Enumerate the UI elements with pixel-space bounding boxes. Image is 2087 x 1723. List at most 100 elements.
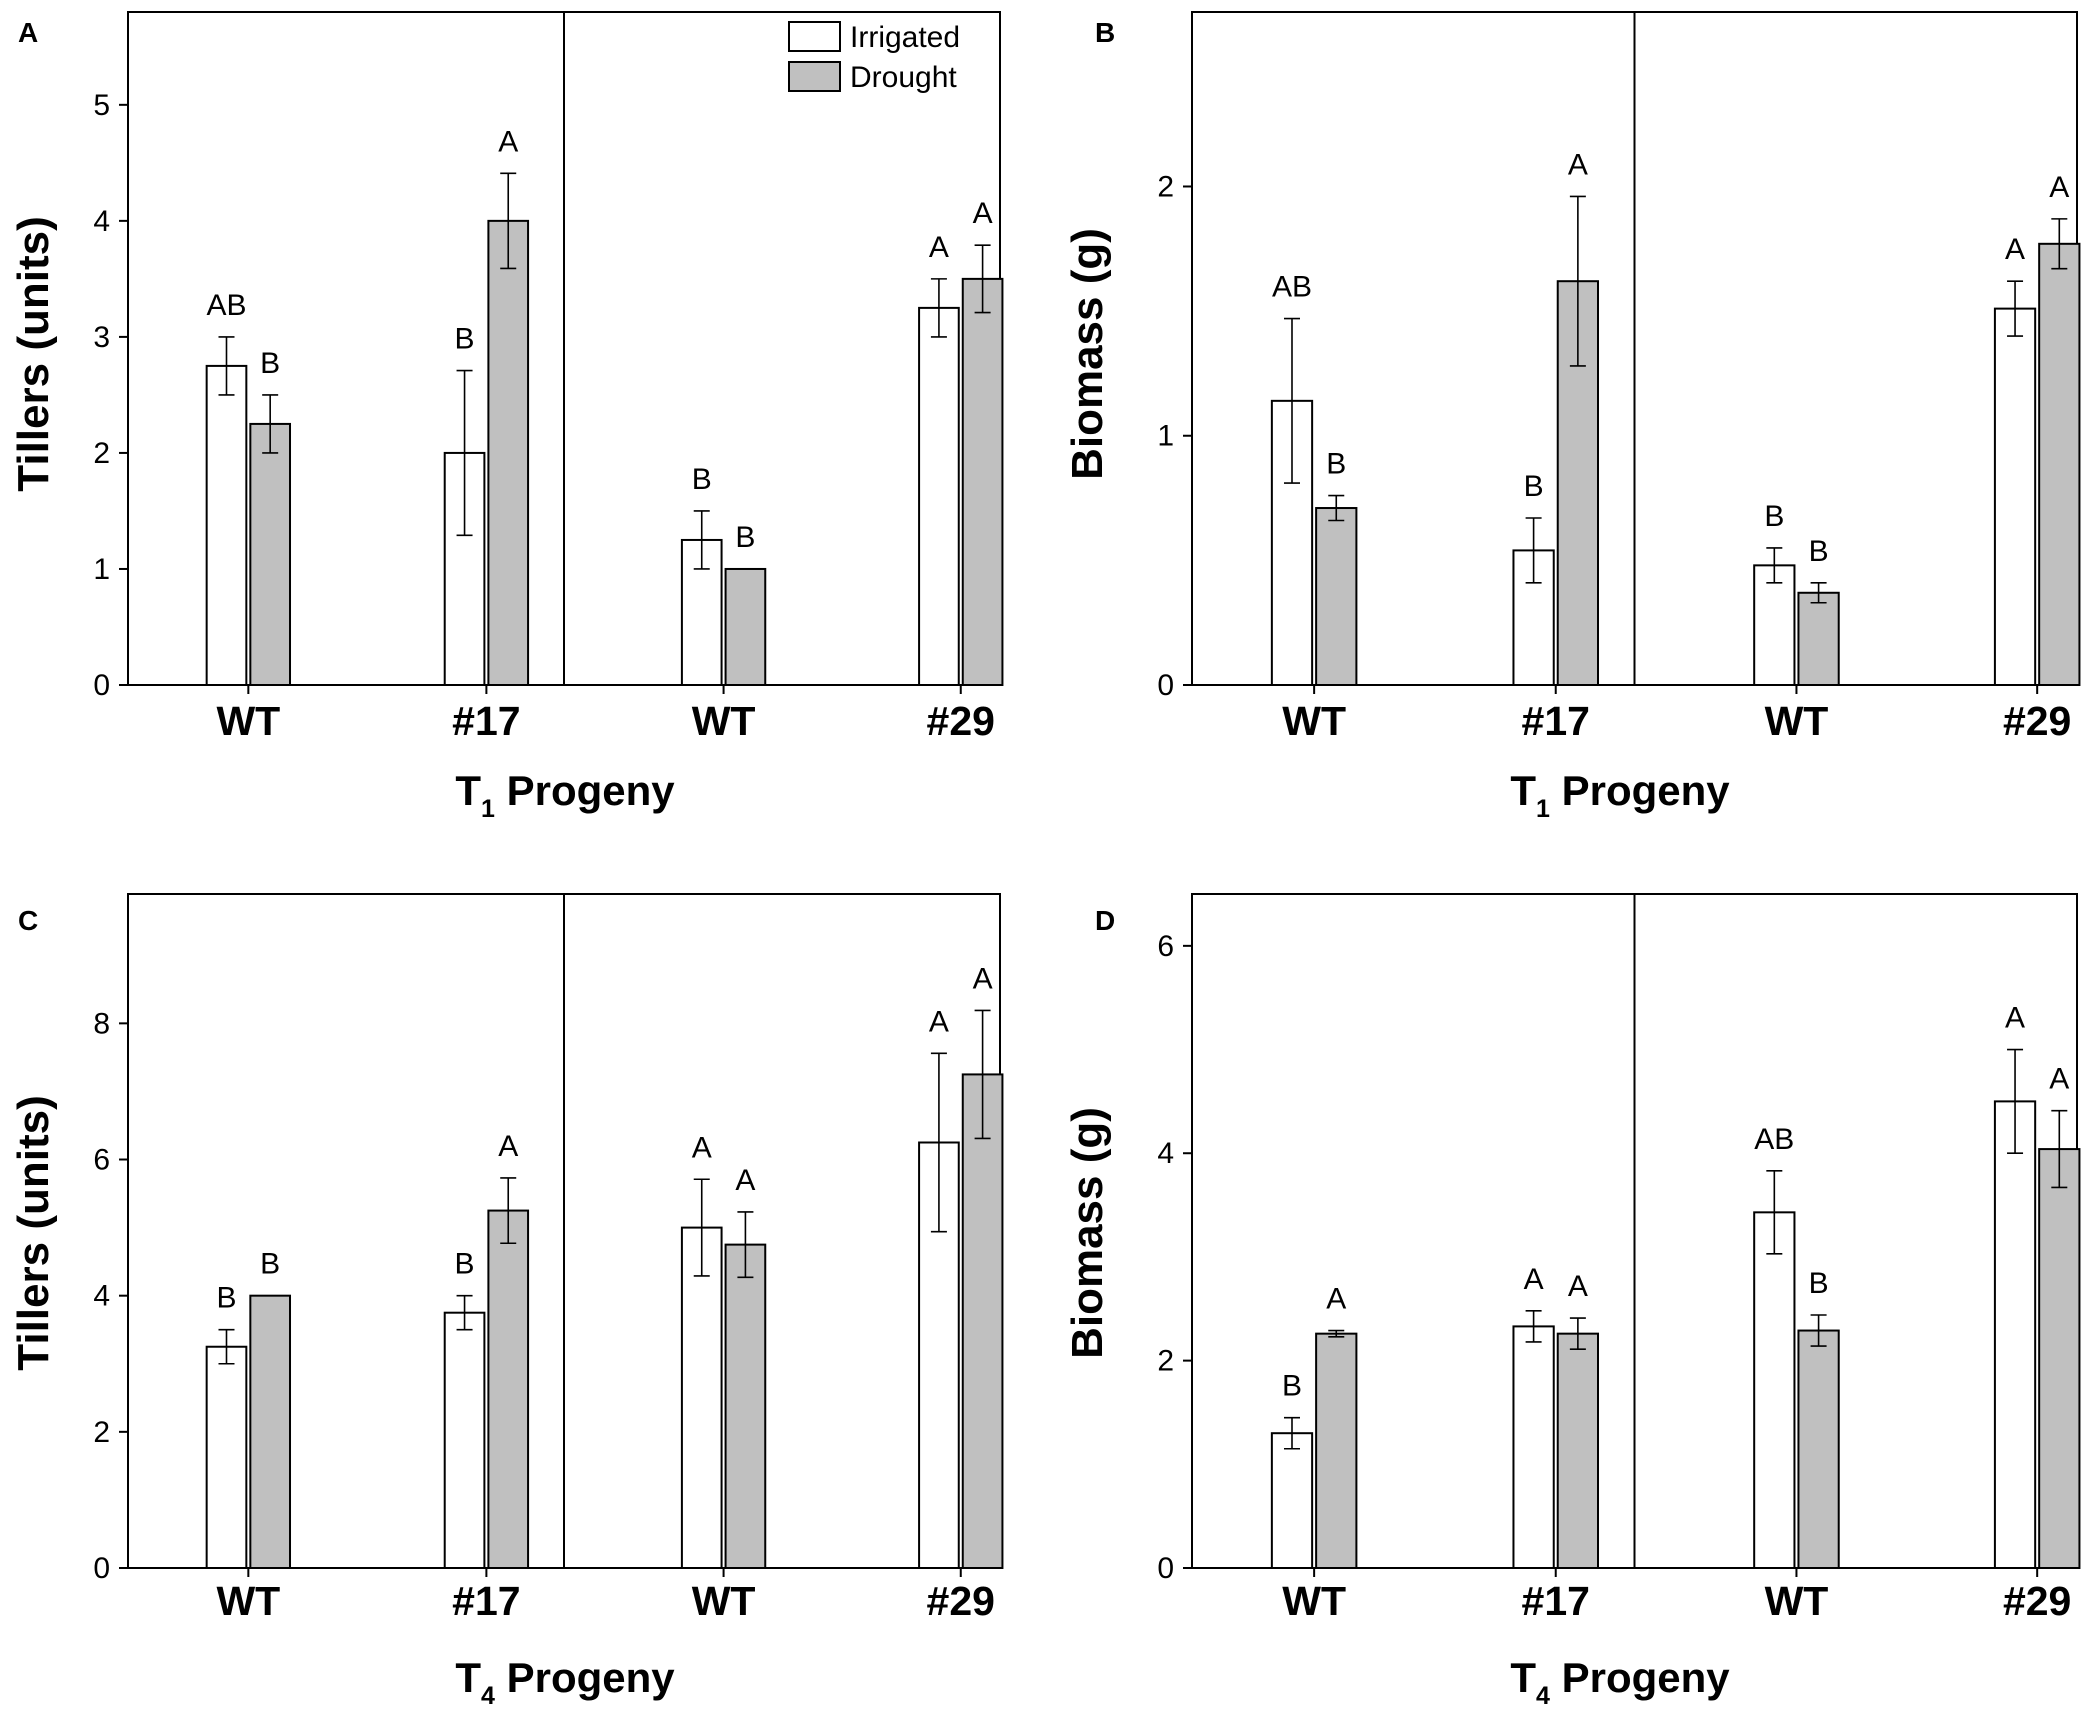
bar-drought [1315, 1332, 1358, 1570]
bar-drought [1797, 1329, 1840, 1569]
x-category-label: #29 [2003, 1578, 2071, 1624]
significance-letter: B [260, 347, 280, 380]
bar-drought [1315, 507, 1358, 687]
panel-letter: A [18, 17, 38, 48]
significance-letter: B [260, 1248, 280, 1281]
significance-letter: A [1326, 1283, 1346, 1316]
y-tick-label: 0 [1157, 669, 1174, 702]
x-axis-title: T1 Progeny [455, 767, 675, 823]
panel-letter: C [18, 905, 38, 936]
x-category-label: #17 [1522, 1578, 1590, 1624]
significance-letter: A [929, 231, 949, 264]
x-axis-title: T4 Progeny [455, 1654, 675, 1710]
significance-letter: A [2005, 1002, 2025, 1035]
x-title-subscript: 4 [1536, 1682, 1550, 1710]
y-tick-label: 1 [93, 553, 110, 586]
bar-drought [961, 277, 1004, 686]
x-title-prefix: T [455, 1654, 481, 1701]
x-axis-title: T4 Progeny [1510, 1654, 1730, 1710]
significance-letter: AB [1754, 1123, 1794, 1156]
x-title-suffix: Progeny [1550, 767, 1730, 814]
bar-drought [1797, 591, 1840, 686]
x-category-label: WT [1765, 698, 1829, 744]
x-category-label: #17 [452, 698, 520, 744]
significance-letter: A [929, 1005, 949, 1038]
significance-letter: A [973, 197, 993, 230]
x-title-subscript: 4 [481, 1682, 495, 1710]
significance-letter: B [1764, 500, 1784, 533]
bar-drought [2038, 242, 2081, 687]
panel-letter: D [1095, 905, 1115, 936]
x-category-label: WT [216, 1578, 280, 1624]
bar-drought [249, 1294, 292, 1569]
significance-letter: B [216, 1282, 236, 1315]
bar-drought [249, 422, 292, 686]
significance-letter: A [1568, 1270, 1588, 1303]
significance-letter: A [498, 1130, 518, 1163]
significance-letter: B [1282, 1370, 1302, 1403]
bar-irrigated [1512, 1325, 1555, 1570]
significance-letter: A [2049, 171, 2069, 204]
x-category-label: #29 [2003, 698, 2071, 744]
y-tick-label: 2 [93, 1416, 110, 1449]
bar-drought [724, 1243, 767, 1570]
x-category-label: WT [216, 698, 280, 744]
x-category-label: #17 [1522, 698, 1590, 744]
x-category-label: WT [1765, 1578, 1829, 1624]
bar-drought [487, 1209, 530, 1570]
x-category-label: WT [1282, 1578, 1346, 1624]
legend-swatch-drought [788, 61, 841, 92]
y-tick-label: 4 [1157, 1137, 1174, 1170]
y-tick-label: 4 [93, 205, 110, 238]
significance-letter: AB [206, 289, 246, 322]
y-axis-title: Tillers (units) [9, 1095, 58, 1370]
x-title-subscript: 1 [481, 795, 495, 823]
y-tick-label: 1 [1157, 420, 1174, 453]
x-title-prefix: T [1510, 767, 1536, 814]
x-category-label: #29 [927, 1578, 995, 1624]
bar-irrigated [1753, 1211, 1796, 1569]
y-tick-label: 0 [93, 669, 110, 702]
bar-drought [487, 219, 530, 687]
y-axis-title: Tillers (units) [9, 216, 58, 491]
bar-drought [2038, 1148, 2081, 1570]
legend-swatch-irrigated [788, 21, 841, 52]
significance-letter: A [2049, 1063, 2069, 1096]
significance-letter: A [692, 1131, 712, 1164]
x-category-label: WT [692, 698, 756, 744]
y-axis-title: Biomass (g) [1063, 228, 1112, 480]
significance-letter: AB [1272, 271, 1312, 304]
bar-irrigated [1993, 1100, 2037, 1570]
bar-irrigated [680, 1226, 723, 1569]
bar-drought [1556, 1332, 1600, 1570]
y-tick-label: 8 [93, 1007, 110, 1040]
significance-letter: B [735, 521, 755, 554]
y-tick-label: 4 [93, 1280, 110, 1313]
y-tick-label: 3 [93, 321, 110, 354]
significance-letter: B [1809, 535, 1829, 568]
significance-letter: A [1568, 148, 1588, 181]
panel-letter: B [1095, 17, 1115, 48]
legend-label-irrigated: Irrigated [850, 21, 960, 54]
significance-letter: A [2005, 233, 2025, 266]
x-title-suffix: Progeny [495, 767, 675, 814]
bar-irrigated [205, 364, 248, 686]
bar-irrigated [1993, 307, 2037, 686]
y-axis-title: Biomass (g) [1063, 1107, 1112, 1359]
x-title-subscript: 1 [1536, 795, 1550, 823]
significance-letter: A [973, 962, 993, 995]
y-tick-label: 6 [93, 1144, 110, 1177]
significance-letter: B [455, 1248, 475, 1281]
x-title-prefix: T [455, 767, 481, 814]
significance-letter: B [455, 323, 475, 356]
y-tick-label: 2 [1157, 1345, 1174, 1378]
legend: Irrigated Drought [788, 21, 960, 94]
y-tick-label: 2 [1157, 170, 1174, 203]
bar-drought [961, 1073, 1004, 1570]
bar-irrigated [443, 1311, 486, 1570]
significance-letter: A [1524, 1263, 1544, 1296]
